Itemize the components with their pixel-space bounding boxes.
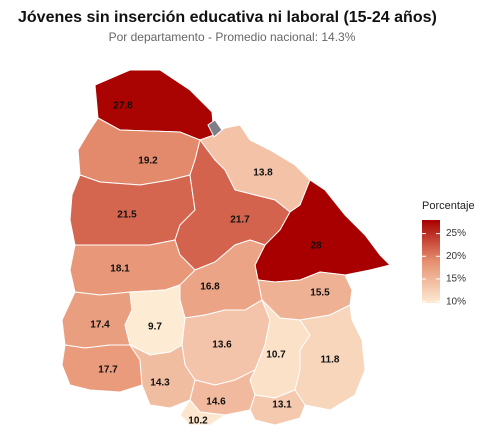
region-value: 9.7 <box>148 322 162 333</box>
region-value: 27.8 <box>113 101 133 112</box>
region <box>179 399 227 426</box>
region <box>249 389 306 426</box>
legend-tick-label: 25% <box>446 228 466 239</box>
region-value: 14.3 <box>150 378 170 389</box>
region-value: 17.7 <box>98 365 118 376</box>
region-value: 16.8 <box>200 282 220 293</box>
region-value: 21.7 <box>230 215 250 226</box>
region-value: 11.8 <box>321 355 340 366</box>
region-value: 13.6 <box>212 340 232 351</box>
subtitle: Por departamento - Promedio nacional: 14… <box>109 30 356 44</box>
no-data-area <box>207 119 223 138</box>
region-value: 19.2 <box>138 156 158 167</box>
region-value: 17.4 <box>90 320 110 331</box>
legend-title: Porcentaje <box>422 200 475 212</box>
regions <box>61 69 391 426</box>
region-value: 13.1 <box>272 400 292 411</box>
region <box>124 284 186 356</box>
region-value: 10.2 <box>188 416 208 427</box>
region-value: 10.7 <box>266 350 286 361</box>
legend: 25% 20% 15% 10% <box>422 220 466 307</box>
region-labels: 27.8 19.2 13.8 21.5 21.7 28 18.1 16.8 15.5 17.4 9.… <box>90 101 340 427</box>
colorbar <box>422 220 440 303</box>
title: Jóvenes sin inserción educativa ni labor… <box>18 9 437 26</box>
region-value: 21.5 <box>117 210 137 221</box>
region-value: 15.5 <box>310 288 330 299</box>
region-value: 13.8 <box>253 168 273 179</box>
legend-tick-label: 10% <box>446 296 466 307</box>
legend-tick-label: 15% <box>446 274 466 285</box>
region <box>294 304 366 411</box>
legend-tick-label: 20% <box>446 251 466 262</box>
region-value: 14.6 <box>206 397 226 408</box>
region-value: 28 <box>310 241 322 252</box>
region-value: 18.1 <box>110 264 130 275</box>
